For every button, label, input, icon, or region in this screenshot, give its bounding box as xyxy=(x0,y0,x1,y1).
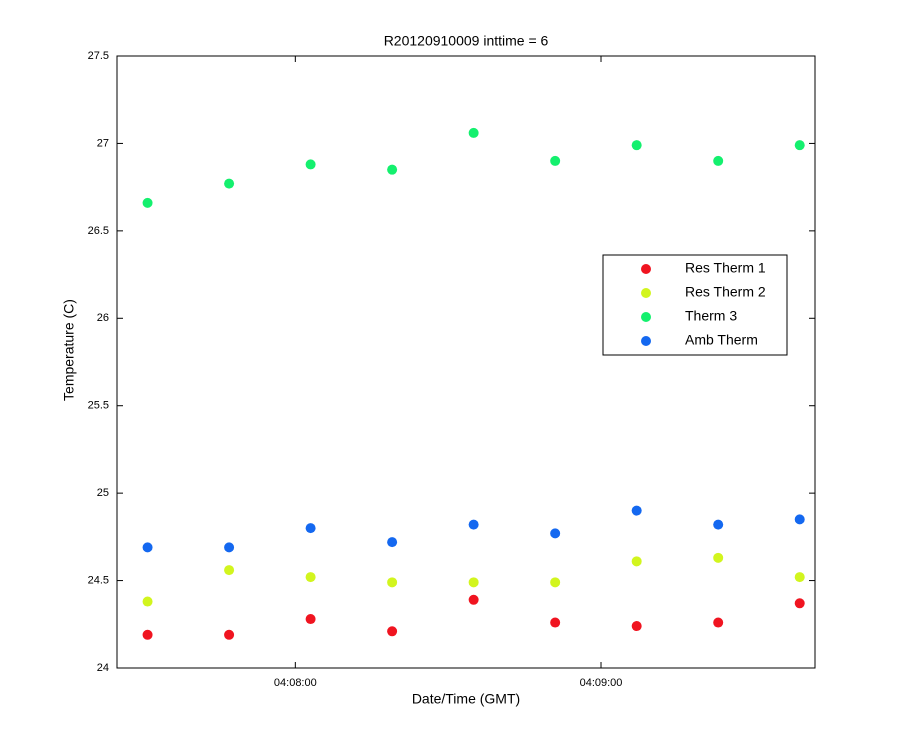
data-point xyxy=(387,577,398,588)
data-point xyxy=(631,505,642,516)
data-point xyxy=(631,621,642,632)
data-point xyxy=(224,565,235,576)
data-point xyxy=(550,528,561,539)
legend-box xyxy=(602,254,788,356)
y-tick-label: 27.5 xyxy=(88,50,109,62)
data-point xyxy=(794,598,805,609)
data-point xyxy=(468,127,479,138)
chart-title: R20120910009 inttime = 6 xyxy=(384,33,549,49)
legend-marker xyxy=(641,336,651,346)
plot-area xyxy=(116,55,816,669)
y-tick-label: 26 xyxy=(97,312,109,324)
data-point xyxy=(794,514,805,525)
legend-label: Therm 3 xyxy=(685,308,737,324)
data-point xyxy=(713,155,724,166)
data-point xyxy=(142,197,153,208)
data-point xyxy=(142,629,153,640)
y-tick-label: 24 xyxy=(97,662,109,674)
data-point xyxy=(713,552,724,563)
data-point xyxy=(224,542,235,553)
data-point xyxy=(550,617,561,628)
legend-marker xyxy=(641,264,651,274)
y-tick-label: 25 xyxy=(97,487,109,499)
data-point xyxy=(713,519,724,530)
data-point xyxy=(631,140,642,151)
data-point xyxy=(387,164,398,175)
x-tick-label: 04:08:00 xyxy=(274,677,317,689)
legend-marker xyxy=(641,312,651,322)
y-tick-label: 27 xyxy=(97,137,109,149)
data-point xyxy=(550,577,561,588)
data-point xyxy=(305,523,316,534)
x-axis-label: Date/Time (GMT) xyxy=(412,691,520,707)
data-point xyxy=(224,629,235,640)
data-point xyxy=(794,572,805,583)
y-tick-label: 25.5 xyxy=(88,400,109,412)
data-point xyxy=(142,542,153,553)
y-tick-label: 24.5 xyxy=(88,574,109,586)
data-point xyxy=(387,537,398,548)
data-point xyxy=(794,140,805,151)
data-point xyxy=(305,159,316,170)
legend-label: Res Therm 2 xyxy=(685,284,766,300)
data-point xyxy=(224,178,235,189)
data-point xyxy=(305,614,316,625)
data-point xyxy=(713,617,724,628)
data-point xyxy=(142,596,153,607)
data-point xyxy=(468,594,479,605)
data-point xyxy=(468,577,479,588)
y-tick-label: 26.5 xyxy=(88,225,109,237)
x-tick-label: 04:09:00 xyxy=(580,677,623,689)
legend-label: Amb Therm xyxy=(685,332,758,348)
data-point xyxy=(305,572,316,583)
legend-marker xyxy=(641,288,651,298)
data-point xyxy=(468,519,479,530)
y-axis-label: Temperature (C) xyxy=(61,299,77,401)
data-point xyxy=(631,556,642,567)
data-point xyxy=(550,155,561,166)
legend-label: Res Therm 1 xyxy=(685,260,766,276)
data-point xyxy=(387,626,398,637)
